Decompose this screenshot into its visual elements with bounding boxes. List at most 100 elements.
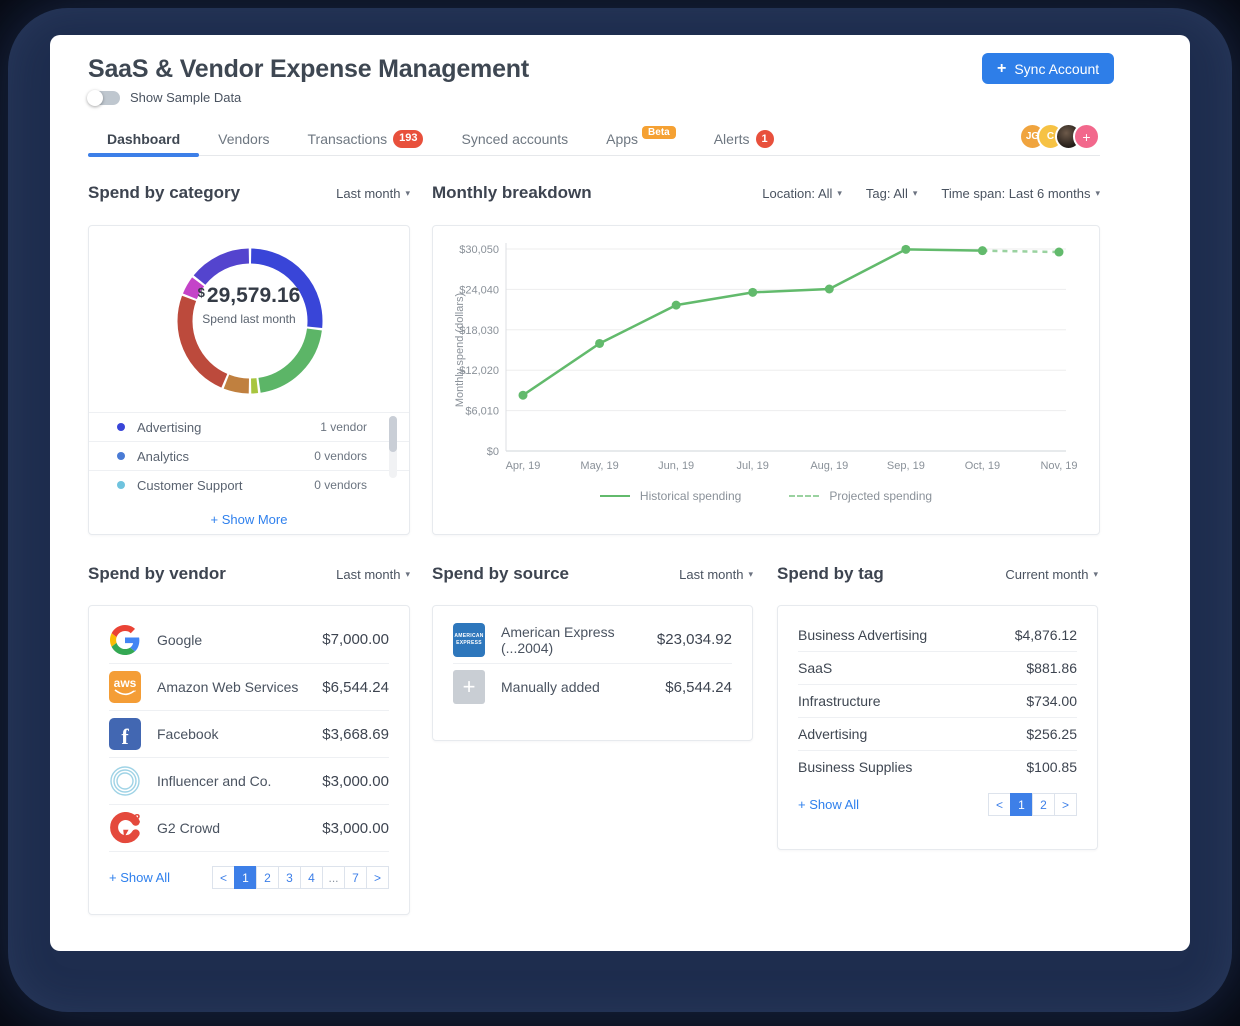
tag-row[interactable]: Advertising $256.25 xyxy=(798,717,1077,750)
legend-dot-icon xyxy=(117,423,125,431)
donut-segment[interactable] xyxy=(250,248,323,328)
count-badge: 193 xyxy=(393,130,424,148)
sample-data-toggle[interactable] xyxy=(87,89,120,106)
vendor-row[interactable]: Google $7,000.00 xyxy=(109,616,389,663)
tag-row[interactable]: SaaS $881.86 xyxy=(798,651,1077,684)
x-tick-label: Aug, 19 xyxy=(810,460,848,472)
category-legend-row: Advertising 1 vendor xyxy=(89,412,409,441)
y-tick-label: $6,010 xyxy=(465,406,499,418)
donut-segment[interactable] xyxy=(223,374,250,394)
tag-period-dropdown[interactable]: Current month ▾ xyxy=(1005,566,1098,582)
y-axis-title: Monthly spend (dollars) xyxy=(454,293,466,407)
vendor-row[interactable]: f Facebook $3,668.69 xyxy=(109,710,389,757)
donut-segment[interactable] xyxy=(258,328,322,393)
tab-label: Apps xyxy=(606,131,639,147)
prev-page-button[interactable]: < xyxy=(212,866,235,889)
tag-amount: $4,876.12 xyxy=(1014,626,1077,643)
vendor-row[interactable]: 2 G2 Crowd $3,000.00 xyxy=(109,804,389,851)
x-tick-label: May, 19 xyxy=(580,460,618,472)
prev-page-button[interactable]: < xyxy=(988,793,1011,816)
vendor-period-dropdown[interactable]: Last month ▾ xyxy=(336,566,410,582)
vendor-name: G2 Crowd xyxy=(157,820,221,836)
data-point[interactable] xyxy=(671,300,681,310)
aws-text: aws xyxy=(113,676,137,690)
tab-label: Synced accounts xyxy=(461,131,569,147)
category-label: Customer Support xyxy=(137,477,243,493)
plus-logo: + xyxy=(453,670,485,704)
source-row[interactable]: AMERICAN EXPRESS American Express (...2004… xyxy=(453,616,732,663)
tag-row[interactable]: Business Supplies $100.85 xyxy=(798,750,1077,783)
vendor-row[interactable]: Influencer and Co. $3,000.00 xyxy=(109,757,389,804)
add-user-button[interactable]: + xyxy=(1073,123,1100,150)
data-point[interactable] xyxy=(748,287,758,297)
page-button[interactable]: 2 xyxy=(1032,793,1055,816)
chevron-down-icon: ▾ xyxy=(1093,568,1098,579)
tab-synced-accounts[interactable]: Synced accounts xyxy=(442,123,587,155)
filter-dropdown-2[interactable]: Time span: Last 6 months ▾ xyxy=(941,186,1100,201)
aws-logo-box: aws xyxy=(109,671,141,703)
plus-icon: + xyxy=(997,59,1007,77)
page-button[interactable]: 1 xyxy=(234,866,257,889)
donut-segment[interactable] xyxy=(177,295,228,388)
data-point[interactable] xyxy=(977,246,987,256)
alert-count-badge: 1 xyxy=(755,130,774,148)
tab-alerts[interactable]: Alerts 1 xyxy=(695,123,793,155)
donut-segment[interactable] xyxy=(193,248,250,286)
legend-item: Historical spending xyxy=(599,489,742,503)
toggle-knob xyxy=(87,89,103,106)
filter-dropdown-0[interactable]: Location: All ▾ xyxy=(762,186,842,201)
show-all-link[interactable]: + Show All xyxy=(109,870,171,885)
amex-text: AMERICAN xyxy=(454,632,484,639)
legend-dot-icon xyxy=(117,452,125,460)
page-button[interactable]: 7 xyxy=(344,866,367,889)
tag-amount: $734.00 xyxy=(1026,693,1077,709)
tab-vendors[interactable]: Vendors xyxy=(199,123,288,155)
tag-row[interactable]: Infrastructure $734.00 xyxy=(798,684,1077,717)
spend-by-tag-card: Business Advertising $4,876.12 SaaS $881.86… xyxy=(777,605,1098,850)
data-point[interactable] xyxy=(901,244,911,254)
vendor-amount: $7,000.00 xyxy=(322,631,389,648)
data-point[interactable] xyxy=(595,338,605,348)
tag-name: SaaS xyxy=(798,660,833,676)
sync-account-button[interactable]: + Sync Account xyxy=(982,53,1115,84)
filter-dropdown-1[interactable]: Tag: All ▾ xyxy=(866,186,917,201)
x-tick-label: Nov, 19 xyxy=(1040,460,1077,472)
page-button[interactable]: 2 xyxy=(256,866,279,889)
vendor-name: Facebook xyxy=(157,726,219,742)
page-ellipsis: ... xyxy=(322,866,345,889)
tag-pagination: <1 2 > xyxy=(988,793,1077,816)
donut-segment[interactable] xyxy=(182,277,205,300)
x-tick-label: Jun, 19 xyxy=(658,460,694,472)
facebook-logo: f xyxy=(109,718,141,750)
next-page-button[interactable]: > xyxy=(366,866,389,889)
y-tick-label: $18,030 xyxy=(459,325,499,337)
tag-name: Business Supplies xyxy=(798,759,913,775)
page-button[interactable]: 1 xyxy=(1010,793,1033,816)
next-page-button[interactable]: > xyxy=(1054,793,1077,816)
tab-transactions[interactable]: Transactions 193 xyxy=(289,123,443,155)
source-period-dropdown[interactable]: Last month ▾ xyxy=(679,566,753,582)
source-row[interactable]: + Manually added $6,544.24 xyxy=(453,663,732,710)
legend-label: Historical spending xyxy=(639,489,742,503)
page-button[interactable]: 3 xyxy=(278,866,301,889)
data-point[interactable] xyxy=(518,390,528,400)
category-period-dropdown[interactable]: Last month ▾ xyxy=(336,185,410,201)
data-point[interactable] xyxy=(1054,247,1064,257)
chevron-down-icon: ▾ xyxy=(748,568,753,579)
tab-apps[interactable]: Apps Beta xyxy=(587,123,695,155)
show-more-link[interactable]: + Show More xyxy=(210,512,288,527)
tag-row[interactable]: Business Advertising $4,876.12 xyxy=(798,618,1077,651)
projected-line xyxy=(982,249,1060,254)
page-button[interactable]: 4 xyxy=(300,866,323,889)
monthly-filters: Location: All ▾ Tag: All ▾ Time span: Last 6… xyxy=(762,186,1100,201)
show-all-link[interactable]: + Show All xyxy=(798,797,860,812)
tab-dashboard[interactable]: Dashboard xyxy=(88,123,200,157)
data-point[interactable] xyxy=(824,284,834,294)
monthly-breakdown-card: $0 $6,010 $12,020 $18,030 $24,040 $30,050 Apr,… xyxy=(432,225,1100,535)
vendor-name: Manually added xyxy=(501,679,600,695)
tab-label: Dashboard xyxy=(107,131,181,147)
chevron-down-icon: ▾ xyxy=(837,187,842,198)
vendor-row[interactable]: aws Amazon Web Services $6,544.24 xyxy=(109,663,389,710)
vendor-count: 1 vendor xyxy=(320,420,367,434)
scrollbar-thumb[interactable] xyxy=(389,416,397,452)
